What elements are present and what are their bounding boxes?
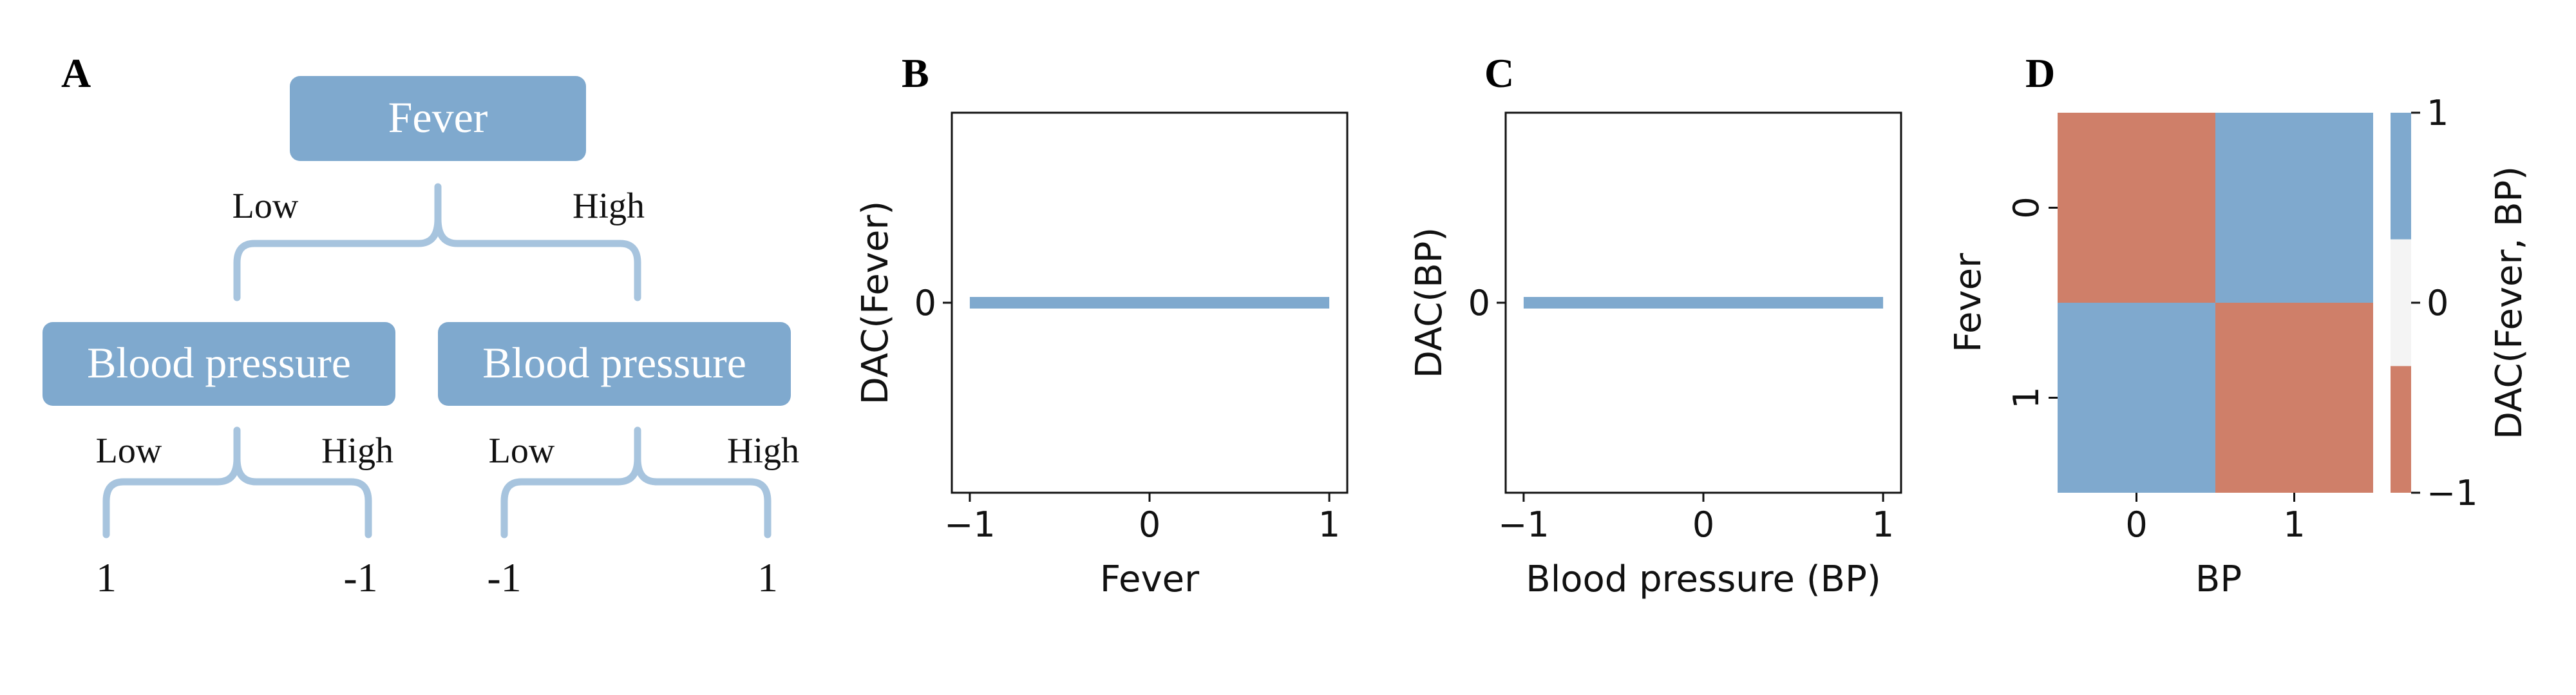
x-axis-label: Blood pressure (BP) (1526, 558, 1880, 600)
left-branch-low: Low (96, 431, 162, 471)
leaf-value-1: 1 (96, 555, 117, 600)
y-tick-label: 1 (2006, 386, 2047, 408)
right-child-brace (500, 426, 772, 538)
heatmap-cell (2058, 303, 2215, 493)
x-tick-label: 0 (1139, 504, 1160, 545)
y-tick-label: 0 (1468, 283, 1490, 323)
colorbar-tick-label: 1 (2427, 93, 2448, 133)
root-node-box (290, 76, 586, 161)
leaf-value-3: -1 (487, 555, 521, 600)
x-axis-label: BP (2195, 558, 2242, 600)
x-tick-label: 1 (1318, 504, 1340, 545)
y-axis-label: DAC(Fever) (855, 201, 896, 405)
x-tick-label: 0 (1692, 504, 1714, 545)
colorbar-band (2391, 239, 2411, 367)
root-branch-high: High (573, 186, 645, 226)
plot-fever: −1 0 1 0 Fever DAC(Fever) (855, 111, 1349, 600)
y-axis-label: DAC(BP) (1408, 227, 1450, 378)
colorbar-band (2391, 366, 2411, 493)
x-axis-label: Fever (1100, 558, 1200, 600)
decision-tree: Fever Low High Blood pressure Blood pres… (43, 76, 799, 600)
leaf-value-2: -1 (343, 555, 377, 600)
root-brace (233, 183, 641, 301)
panel-label-d: D (2025, 50, 2055, 96)
x-tick-label: −1 (1498, 504, 1549, 545)
x-tick-label: −1 (944, 504, 996, 545)
heatmap-cell (2215, 303, 2373, 493)
x-tick-label: 1 (1872, 504, 1894, 545)
right-branch-low: Low (489, 431, 555, 471)
y-tick-label: 0 (914, 283, 936, 323)
panel-label-b: B (902, 50, 929, 96)
y-tick-label: 0 (2006, 196, 2047, 218)
root-node-label: Fever (388, 93, 488, 142)
plot-blood-pressure: −1 0 1 0 Blood pressure (BP) DAC(BP) (1408, 111, 1902, 600)
left-child-brace (102, 426, 372, 538)
root-branch-low: Low (232, 186, 299, 226)
right-child-label: Blood pressure (482, 338, 746, 387)
colorbar-tick-label: 0 (2427, 283, 2448, 323)
x-tick-label: 0 (2125, 504, 2147, 545)
leaf-value-4: 1 (757, 555, 778, 600)
panel-label-a: A (61, 50, 91, 96)
heatmap-cell (2215, 113, 2373, 303)
y-axis-label: Fever (1947, 252, 1989, 352)
colorbar-band (2391, 113, 2411, 240)
heatmap-cell (2058, 113, 2215, 303)
right-child-box (438, 322, 791, 406)
panel-label-c: C (1484, 50, 1514, 96)
left-child-box (43, 322, 395, 406)
right-branch-high: High (727, 431, 799, 471)
heatmap-fever-bp: 0 1 0 1 1 0 −1 BP Fever DAC(Fever, BP) (1947, 93, 2530, 600)
left-child-label: Blood pressure (87, 338, 351, 387)
colorbar-label: DAC(Fever, BP) (2488, 166, 2530, 439)
left-branch-high: High (321, 431, 393, 471)
colorbar-tick-label: −1 (2427, 473, 2478, 513)
x-tick-label: 1 (2283, 504, 2305, 545)
